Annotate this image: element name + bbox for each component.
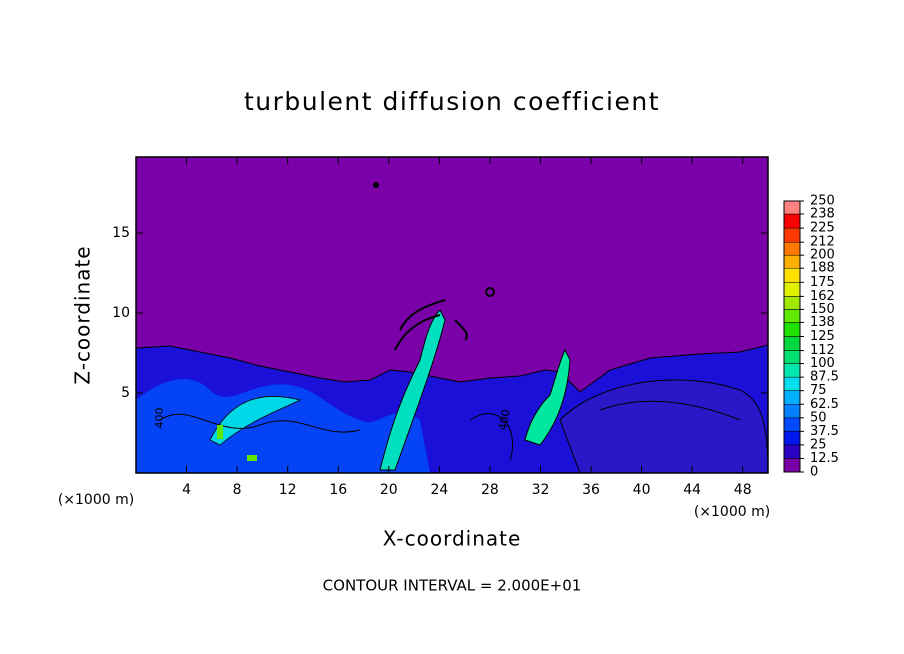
colorbar-tick-label: 87.5 bbox=[810, 370, 839, 385]
colorbar-tick-label: 150 bbox=[810, 302, 835, 317]
colorbar-band bbox=[783, 213, 801, 229]
colorbar-tick-label: 225 bbox=[810, 221, 835, 236]
colorbar-band bbox=[783, 350, 801, 364]
colorbar-band bbox=[783, 336, 801, 351]
contour-label: 400 bbox=[153, 408, 166, 429]
field-region bbox=[209, 396, 302, 446]
x-tick-label: 8 bbox=[233, 482, 242, 498]
colorbar-band bbox=[783, 282, 801, 297]
colorbar-tick-label: 125 bbox=[810, 329, 835, 344]
x-unit-label: (×1000 m) bbox=[58, 492, 134, 508]
x-tick-label: 44 bbox=[683, 482, 701, 498]
colorbar-band bbox=[783, 309, 801, 323]
colorbar-tick-label: 50 bbox=[810, 410, 827, 425]
colorbar-tick-label: 162 bbox=[810, 289, 835, 304]
field-contour bbox=[373, 182, 379, 188]
colorbar-tick-label: 12.5 bbox=[810, 451, 839, 466]
colorbar-tick-label: 212 bbox=[810, 235, 835, 250]
field-region bbox=[136, 379, 430, 473]
x-tick-label: 28 bbox=[481, 482, 499, 498]
x-tick-label: 4 bbox=[182, 482, 191, 498]
plot-frame bbox=[135, 156, 769, 474]
colorbar-tick-label: 200 bbox=[810, 248, 835, 263]
x-tick-label: 48 bbox=[734, 482, 752, 498]
colorbar-tick-label: 62.5 bbox=[810, 397, 839, 412]
x-tick-label: 36 bbox=[582, 482, 600, 498]
x-tick-label: 40 bbox=[633, 482, 651, 498]
x-unit-label: (×1000 m) bbox=[694, 504, 770, 520]
colorbar-tick-label: 238 bbox=[810, 207, 835, 222]
x-tick-label: 32 bbox=[532, 482, 550, 498]
y-axis-label: Z-coordinate bbox=[71, 245, 95, 384]
colorbar-band bbox=[783, 267, 801, 283]
x-tick-label: 20 bbox=[380, 482, 398, 498]
field-region bbox=[379, 309, 446, 471]
x-tick-label: 12 bbox=[279, 482, 297, 498]
y-tick-label: 10 bbox=[112, 305, 130, 321]
field: 400 400 bbox=[135, 156, 769, 474]
contour-label: 400 bbox=[496, 408, 512, 431]
field-contour bbox=[159, 400, 741, 461]
colorbar-band bbox=[783, 254, 801, 269]
x-axis-label: X-coordinate bbox=[383, 527, 522, 551]
chart-title: turbulent diffusion coefficient bbox=[244, 87, 660, 116]
colorbar-band bbox=[783, 322, 801, 337]
y-tick-label: 15 bbox=[112, 225, 130, 241]
colorbar-band bbox=[783, 376, 801, 391]
colorbar-band bbox=[783, 241, 801, 256]
colorbar-band bbox=[783, 390, 801, 405]
field-contour bbox=[394, 299, 468, 351]
colorbar-tick-label: 112 bbox=[810, 343, 835, 358]
colorbar-band bbox=[783, 431, 801, 446]
colorbar-tick-label: 138 bbox=[810, 315, 835, 330]
colorbar-tick-label: 0 bbox=[810, 465, 818, 480]
x-tick-label: 24 bbox=[430, 482, 448, 498]
field-region bbox=[524, 348, 571, 446]
y-tick-label: 5 bbox=[121, 385, 130, 401]
colorbar-tick-label: 175 bbox=[810, 275, 835, 290]
colorbar-tick-label: 250 bbox=[810, 194, 835, 209]
field-region bbox=[559, 379, 769, 474]
colorbar-band bbox=[783, 417, 801, 432]
field-contour bbox=[485, 287, 495, 297]
colorbar-tick-label: 37.5 bbox=[810, 424, 839, 439]
footer-note: CONTOUR INTERVAL = 2.000E+01 bbox=[323, 577, 582, 595]
colorbar-band bbox=[783, 404, 801, 419]
colorbar-tick-label: 25 bbox=[810, 437, 827, 452]
colorbar-band bbox=[783, 227, 801, 243]
colorbar-tick-label: 75 bbox=[810, 383, 827, 398]
colorbar-band bbox=[783, 458, 801, 473]
x-tick-label: 16 bbox=[329, 482, 347, 498]
colorbar-band bbox=[783, 296, 801, 310]
colorbar-band bbox=[783, 363, 801, 378]
field-region bbox=[247, 455, 257, 461]
colorbar-tick-label: 100 bbox=[810, 356, 835, 371]
field-region bbox=[217, 425, 223, 439]
colorbar-band bbox=[783, 444, 801, 459]
colorbar-band bbox=[783, 200, 801, 215]
colorbar-tick-label: 188 bbox=[810, 261, 835, 276]
